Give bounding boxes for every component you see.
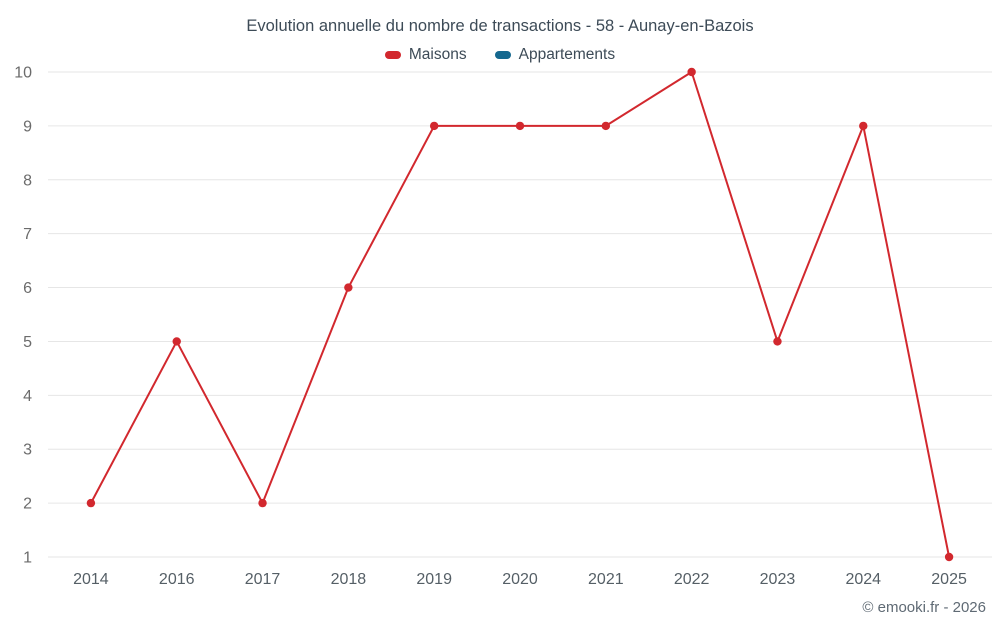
x-axis-tick-label-2017: 2017 (245, 571, 281, 588)
x-axis-tick-label-2016: 2016 (159, 571, 195, 588)
x-axis-tick-label-2025: 2025 (931, 571, 967, 588)
data-point-maisons-2022[interactable] (687, 67, 696, 77)
appartements-series-swatch-icon (494, 51, 511, 59)
series-line-maisons (89, 71, 951, 558)
legend-item-maisons[interactable]: Maisons (384, 46, 467, 64)
y-axis-tick-label-2: 2 (23, 496, 32, 513)
chart-legend: Maisons Appartements (0, 46, 1000, 64)
y-axis-tick-label-9: 9 (23, 118, 32, 135)
data-point-maisons-2024[interactable] (859, 121, 868, 131)
x-axis-tick-label-2023: 2023 (760, 571, 796, 588)
x-axis-tick-label-2021: 2021 (588, 571, 624, 588)
chart-title: Evolution annuelle du nombre de transact… (246, 17, 754, 35)
copyright-text: © emooki.fr - 2026 (862, 599, 986, 616)
data-point-maisons-2020[interactable] (515, 121, 525, 131)
x-axis-tick-label-2014: 2014 (73, 571, 109, 588)
x-axis-tick-label-2024: 2024 (845, 571, 881, 588)
y-axis-tick-label-8: 8 (23, 172, 32, 189)
y-axis-tick-label-5: 5 (23, 334, 32, 351)
y-axis-tick-label-3: 3 (23, 442, 32, 459)
data-point-maisons-2025[interactable] (944, 552, 954, 562)
data-point-maisons-2017[interactable] (258, 498, 267, 508)
y-axis-tick-label-7: 7 (23, 226, 32, 243)
legend-item-appartements[interactable]: Appartements (494, 46, 616, 64)
y-axis-tick-label-10: 10 (14, 65, 32, 82)
data-point-maisons-2016[interactable] (172, 337, 181, 346)
data-point-maisons-2014[interactable] (86, 498, 96, 508)
data-point-maisons-2018[interactable] (344, 283, 353, 292)
maisons-series-swatch-icon (384, 51, 401, 59)
y-axis-tick-label-1: 1 (23, 550, 32, 567)
data-point-maisons-2023[interactable] (773, 337, 782, 346)
data-point-maisons-2021[interactable] (601, 121, 611, 131)
legend-label-appartements: Appartements (518, 46, 616, 63)
legend-label-maisons: Maisons (408, 46, 467, 63)
y-axis-tick-label-6: 6 (23, 280, 32, 297)
y-axis-tick-label-4: 4 (23, 388, 32, 405)
x-axis-tick-label-2020: 2020 (502, 571, 538, 588)
x-axis-tick-label-2018: 2018 (331, 571, 367, 588)
data-point-maisons-2019[interactable] (429, 121, 439, 131)
x-axis-tick-label-2019: 2019 (416, 571, 452, 588)
x-axis-tick-label-2022: 2022 (674, 571, 710, 588)
